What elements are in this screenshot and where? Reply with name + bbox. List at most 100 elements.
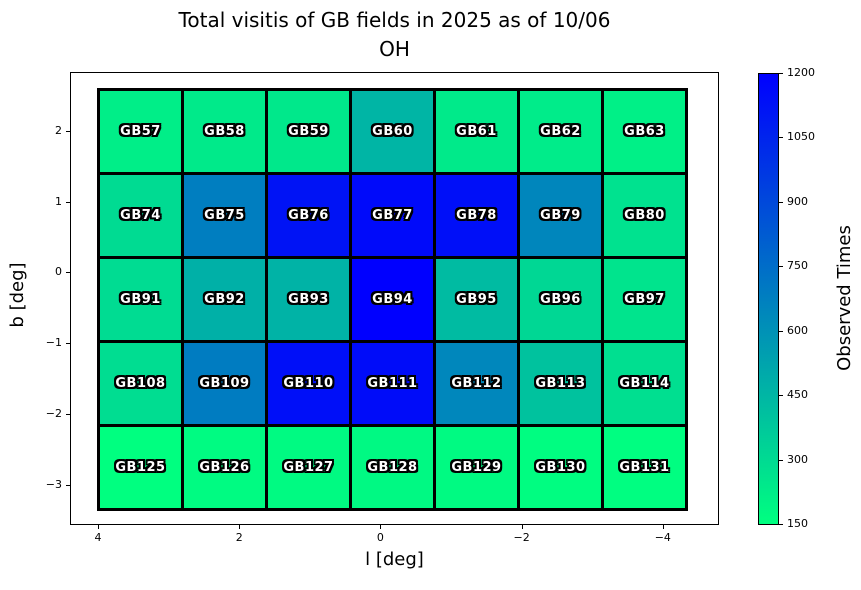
field-label: GB96 — [540, 292, 581, 307]
y-axis-label: b [deg] — [7, 262, 28, 328]
field-label: GB125 — [115, 460, 166, 475]
colorbar-tick-mark — [779, 266, 783, 268]
field-label: GB58 — [204, 124, 245, 139]
colorbar-tick-mark — [779, 330, 783, 332]
y-tick-mark — [66, 272, 70, 274]
chart-subtitle: OH — [379, 37, 410, 61]
field-label: GB109 — [199, 376, 250, 391]
field-label: GB114 — [619, 376, 670, 391]
y-tick-label: 1 — [55, 194, 62, 208]
x-tick-label: 0 — [376, 531, 384, 544]
colorbar-tick-label: 1050 — [787, 130, 815, 144]
colorbar-tick-mark — [779, 524, 783, 525]
y-tick-label: −2 — [45, 406, 62, 420]
heatmap-cell-gb78: GB78 — [436, 175, 517, 256]
colorbar-tick-label: 300 — [787, 452, 808, 466]
heatmap-cell-gb128: GB128 — [352, 427, 433, 508]
colorbar-tick-label: 750 — [787, 259, 808, 273]
y-tick-mark — [66, 484, 70, 486]
field-label: GB129 — [451, 460, 502, 475]
heatmap-cell-gb111: GB111 — [352, 343, 433, 424]
y-tick-label: −3 — [45, 477, 62, 491]
heatmap-cell-gb129: GB129 — [436, 427, 517, 508]
x-tick-label: 2 — [235, 531, 243, 544]
heatmap-cell-gb59: GB59 — [268, 91, 349, 172]
field-label: GB111 — [367, 376, 418, 391]
colorbar-tick-mark — [779, 459, 783, 461]
heatmap-cell-gb79: GB79 — [520, 175, 601, 256]
y-tick-label: 2 — [55, 124, 62, 137]
y-tick-label: −1 — [45, 336, 62, 350]
field-label: GB60 — [372, 124, 413, 139]
field-label: GB79 — [540, 208, 581, 223]
heatmap-grid: GB57 GB58 GB59 GB60 GB61 GB62 GB63 GB74 GB75 GB76… — [97, 88, 688, 511]
chart-title: Total visitis of GB fields in 2025 as of… — [178, 8, 611, 32]
heatmap-cell-gb95: GB95 — [436, 259, 517, 340]
field-label: GB112 — [451, 376, 502, 391]
heatmap-cell-gb62: GB62 — [520, 91, 601, 172]
heatmap-cell-gb96: GB96 — [520, 259, 601, 340]
x-tick-mark — [662, 525, 664, 529]
field-label: GB131 — [619, 460, 670, 475]
field-label: GB76 — [288, 208, 329, 223]
field-label: GB75 — [204, 208, 245, 223]
field-label: GB93 — [288, 292, 329, 307]
field-label: GB110 — [283, 376, 334, 391]
field-label: GB74 — [120, 208, 161, 223]
colorbar — [758, 73, 779, 525]
y-tick-mark — [66, 201, 70, 203]
colorbar-tick-mark — [779, 395, 783, 397]
field-label: GB127 — [283, 460, 334, 475]
x-tick-mark — [239, 525, 241, 529]
plot-area: GB57 GB58 GB59 GB60 GB61 GB62 GB63 GB74 GB75 GB76… — [70, 72, 719, 525]
field-label: GB61 — [456, 124, 497, 139]
colorbar-tick-mark — [779, 73, 783, 74]
field-label: GB92 — [204, 292, 245, 307]
field-label: GB113 — [535, 376, 586, 391]
colorbar-tick-label: 600 — [787, 323, 808, 337]
colorbar-tick-mark — [779, 201, 783, 203]
heatmap-cell-gb94: GB94 — [352, 259, 433, 340]
colorbar-tick-label: 450 — [787, 388, 808, 402]
field-label: GB95 — [456, 292, 497, 307]
heatmap-cell-gb131: GB131 — [604, 427, 685, 508]
heatmap-cell-gb127: GB127 — [268, 427, 349, 508]
heatmap-cell-gb113: GB113 — [520, 343, 601, 424]
colorbar-tick-mark — [779, 137, 783, 139]
heatmap-cell-gb126: GB126 — [184, 427, 265, 508]
heatmap-cell-gb58: GB58 — [184, 91, 265, 172]
colorbar-label: Observed Times — [834, 225, 855, 371]
heatmap-cell-gb57: GB57 — [100, 91, 181, 172]
heatmap-cell-gb76: GB76 — [268, 175, 349, 256]
x-tick-label: 4 — [94, 531, 102, 544]
field-label: GB57 — [120, 124, 161, 139]
heatmap-cell-gb108: GB108 — [100, 343, 181, 424]
field-label: GB63 — [624, 124, 665, 139]
field-label: GB128 — [367, 460, 418, 475]
heatmap-cell-gb91: GB91 — [100, 259, 181, 340]
heatmap-cell-gb74: GB74 — [100, 175, 181, 256]
x-tick-mark — [380, 525, 382, 529]
field-label: GB130 — [535, 460, 586, 475]
x-tick-label: −2 — [513, 531, 530, 544]
heatmap-cell-gb112: GB112 — [436, 343, 517, 424]
colorbar-tick-label: 900 — [787, 194, 808, 208]
y-tick-mark — [66, 131, 70, 132]
x-tick-mark — [98, 525, 99, 529]
heatmap-cell-gb61: GB61 — [436, 91, 517, 172]
field-label: GB126 — [199, 460, 250, 475]
heatmap-cell-gb80: GB80 — [604, 175, 685, 256]
field-label: GB97 — [624, 292, 665, 307]
heatmap-cell-gb60: GB60 — [352, 91, 433, 172]
field-label: GB78 — [456, 208, 497, 223]
heatmap-cell-gb130: GB130 — [520, 427, 601, 508]
heatmap-cell-gb63: GB63 — [604, 91, 685, 172]
heatmap-cell-gb75: GB75 — [184, 175, 265, 256]
heatmap-cell-gb97: GB97 — [604, 259, 685, 340]
field-label: GB80 — [624, 208, 665, 223]
x-tick-mark — [521, 525, 523, 529]
field-label: GB108 — [115, 376, 166, 391]
field-label: GB62 — [540, 124, 581, 139]
heatmap-cell-gb110: GB110 — [268, 343, 349, 424]
heatmap-cell-gb77: GB77 — [352, 175, 433, 256]
